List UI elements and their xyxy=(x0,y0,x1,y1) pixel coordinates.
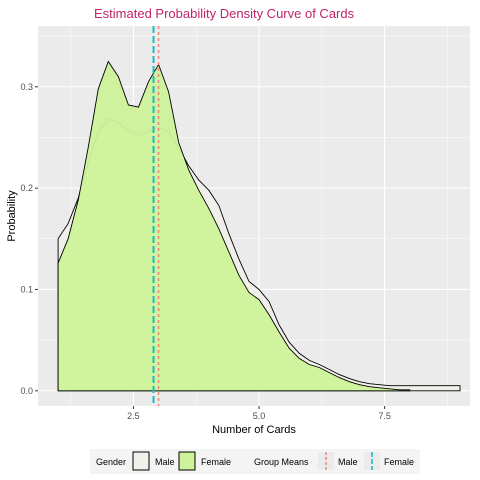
legend-key-male-mean-bg xyxy=(318,452,334,470)
y-tick-label: 0.3 xyxy=(20,82,33,92)
density-area-female xyxy=(57,60,411,392)
legend-label-male-mean: Male xyxy=(338,457,358,467)
legend-label-male: Male xyxy=(155,457,175,467)
legend-line-title: Group Means xyxy=(254,457,309,467)
legend-key-female-fill xyxy=(178,451,196,471)
x-tick-label: 5.0 xyxy=(253,411,266,421)
legend-label-female-mean: Female xyxy=(384,457,414,467)
chart-title: Estimated Probability Density Curve of C… xyxy=(94,6,355,21)
x-axis: 2.5 5.0 7.5 xyxy=(127,406,391,421)
x-tick-label: 2.5 xyxy=(127,411,140,421)
y-tick-label: 0.1 xyxy=(20,284,33,294)
legend-fill-title: Gender xyxy=(96,457,126,467)
y-tick-label: 0.0 xyxy=(20,386,33,396)
y-axis: 0.0 0.1 0.2 0.3 xyxy=(20,82,38,396)
y-axis-title: Probability xyxy=(6,190,18,242)
x-tick-label: 7.5 xyxy=(378,411,391,421)
group-mean-lines xyxy=(152,26,160,406)
legend: Gender Male Female Group Means Male Fema… xyxy=(90,449,420,474)
legend-label-female: Female xyxy=(201,457,231,467)
y-tick-label: 0.2 xyxy=(20,183,33,193)
x-axis-title: Number of Cards xyxy=(212,424,296,436)
legend-key-male-fill xyxy=(132,451,150,471)
